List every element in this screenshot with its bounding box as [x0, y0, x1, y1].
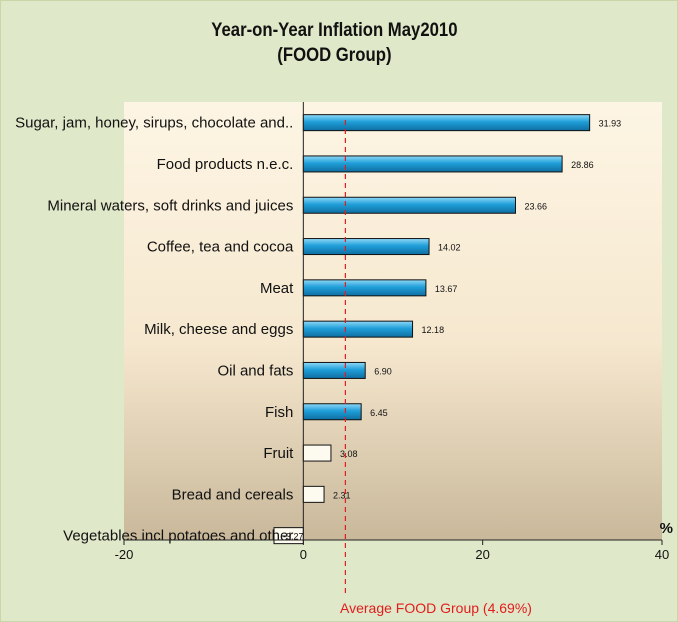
- category-label: Bread and cereals: [172, 486, 294, 503]
- category-label: Fruit: [263, 445, 294, 462]
- bar: [302, 238, 430, 256]
- category-label: Fish: [265, 404, 293, 421]
- category-label: Food products n.e.c.: [157, 156, 294, 173]
- category-label: Sugar, jam, honey, sirups, chocolate and…: [15, 115, 293, 132]
- chart-title: Year-on-Year Inflation May2010: [211, 20, 458, 41]
- category-label: Meat: [260, 280, 294, 297]
- bar: [302, 320, 414, 338]
- bar: [302, 114, 591, 132]
- x-tick-label: 20: [475, 547, 489, 562]
- average-label: Average FOOD Group (4.69%): [340, 600, 532, 616]
- value-label: 13.67: [435, 284, 458, 294]
- bar: [302, 196, 516, 214]
- x-tick-label: 0: [300, 547, 307, 562]
- value-label: 6.45: [370, 408, 388, 418]
- value-label: 31.93: [599, 119, 622, 129]
- x-unit-label: %: [660, 520, 673, 537]
- bar: [302, 361, 366, 379]
- x-tick-label: 40: [655, 547, 669, 562]
- category-label: Milk, cheese and eggs: [144, 321, 293, 338]
- bar: [302, 279, 427, 297]
- bar: [302, 155, 563, 173]
- bar: [302, 403, 362, 421]
- category-label: Coffee, tea and cocoa: [147, 239, 294, 256]
- category-label: Mineral waters, soft drinks and juices: [47, 197, 293, 214]
- value-label: 28.86: [571, 160, 594, 170]
- chart-subtitle: (FOOD Group): [277, 45, 392, 66]
- value-label: 12.18: [422, 325, 445, 335]
- value-label: 23.66: [524, 201, 547, 211]
- value-label: 14.02: [438, 243, 461, 253]
- value-label: -3.27: [283, 532, 304, 542]
- bar: [302, 485, 325, 503]
- value-label: 6.90: [374, 366, 392, 376]
- category-label: Oil and fats: [217, 362, 293, 379]
- category-label: Vegetables incl potatoes and other: [63, 528, 293, 545]
- value-label: 3.08: [340, 449, 358, 459]
- value-label: 2.31: [333, 490, 351, 500]
- bar: [302, 444, 332, 462]
- x-tick-label: -20: [115, 547, 134, 562]
